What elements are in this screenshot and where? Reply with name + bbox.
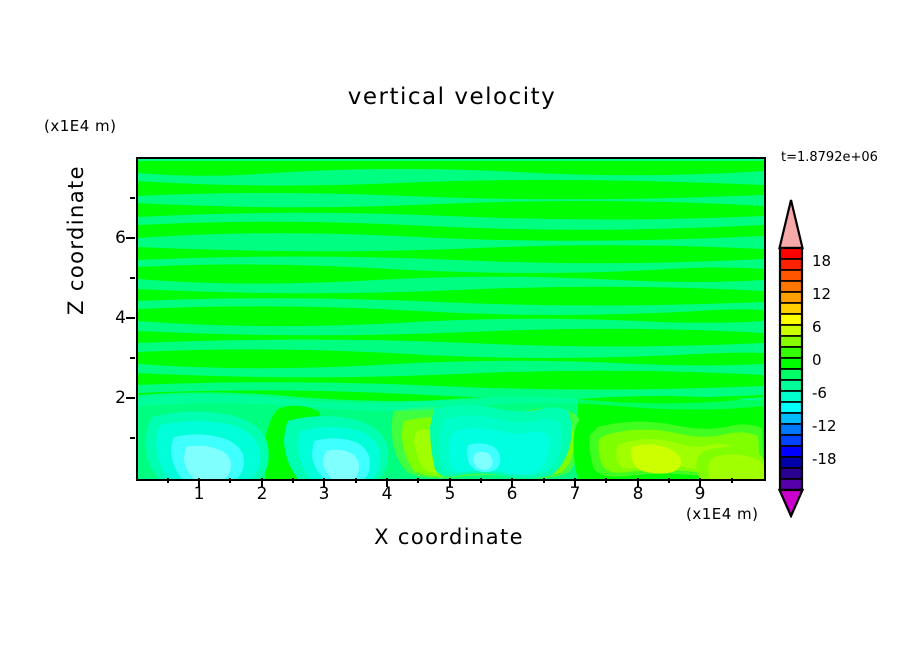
colorbar-bands [779,247,803,491]
contour-plot-area [136,157,766,481]
y-axis-unit-label: (x1E4 m) [44,117,117,135]
timestamp-annotation: t=1.8792e+06 [781,150,878,165]
colorbar-ticklabel: 12 [812,285,832,303]
positive-cell-edge-right [696,447,764,479]
y-tick-major [126,317,135,319]
x-tick-minor [668,478,670,483]
x-tick-major [198,478,200,487]
y-tick-minor [130,357,135,359]
x-tick-minor [543,478,545,483]
x-tick-minor [605,478,607,483]
x-ticklabel: 1 [193,484,205,504]
y-tick-minor [130,197,135,199]
x-tick-minor [417,478,419,483]
x-tick-minor [480,478,482,483]
x-axis-unit-label: (x1E4 m) [686,505,759,523]
colorbar-svg [777,199,805,519]
x-tick-major [323,478,325,487]
colorbar-ticklabels: 18 12 6 0 -6 -12 -18 [812,198,872,518]
page-title: vertical velocity [347,84,557,110]
interface-skin [138,394,764,411]
x-tick-major [699,478,701,487]
contour-svg [138,159,764,479]
x-tick-minor [355,478,357,483]
y-axis-label: Z coordinate [64,165,88,315]
x-tick-major [637,478,639,487]
y-tick-major [126,237,135,239]
colorbar-ticklabel: -18 [812,450,837,468]
x-ticklabel: 4 [381,484,393,504]
y-tick-minor [130,437,135,439]
x-tick-minor [731,478,733,483]
y-tick-minor [130,277,135,279]
x-ticklabel: 7 [569,484,581,504]
x-tick-major [449,478,451,487]
y-ticklabel: 6 [115,228,126,248]
x-tick-major [574,478,576,487]
x-tick-major [386,478,388,487]
cyan-pocket [430,404,572,479]
x-ticklabel: 3 [318,484,330,504]
x-axis-label: X coordinate [374,525,524,549]
colorbar-ticklabel: 0 [812,351,822,369]
colorbar-ticklabel: -12 [812,417,837,435]
x-ticklabel: 6 [506,484,518,504]
colorbar [777,198,812,519]
colorbar-over-arrow [778,199,804,250]
contour-field [138,159,764,479]
x-tick-major [261,478,263,487]
x-tick-major [511,478,513,487]
colorbar-under-arrow [777,488,805,519]
y-ticklabel: 4 [115,308,126,328]
x-tick-minor [229,478,231,483]
x-ticklabel: 5 [444,484,456,504]
x-ticklabel: 9 [694,484,706,504]
x-ticklabel: 8 [632,484,644,504]
y-tick-major [126,397,135,399]
x-tick-minor [167,478,169,483]
colorbar-ticklabel: 6 [812,318,822,336]
x-tick-minor [292,478,294,483]
y-ticklabel: 2 [115,388,126,408]
colorbar-ticklabel: 18 [812,252,832,270]
x-ticklabel: 2 [256,484,268,504]
colorbar-ticklabel: -6 [812,384,827,402]
